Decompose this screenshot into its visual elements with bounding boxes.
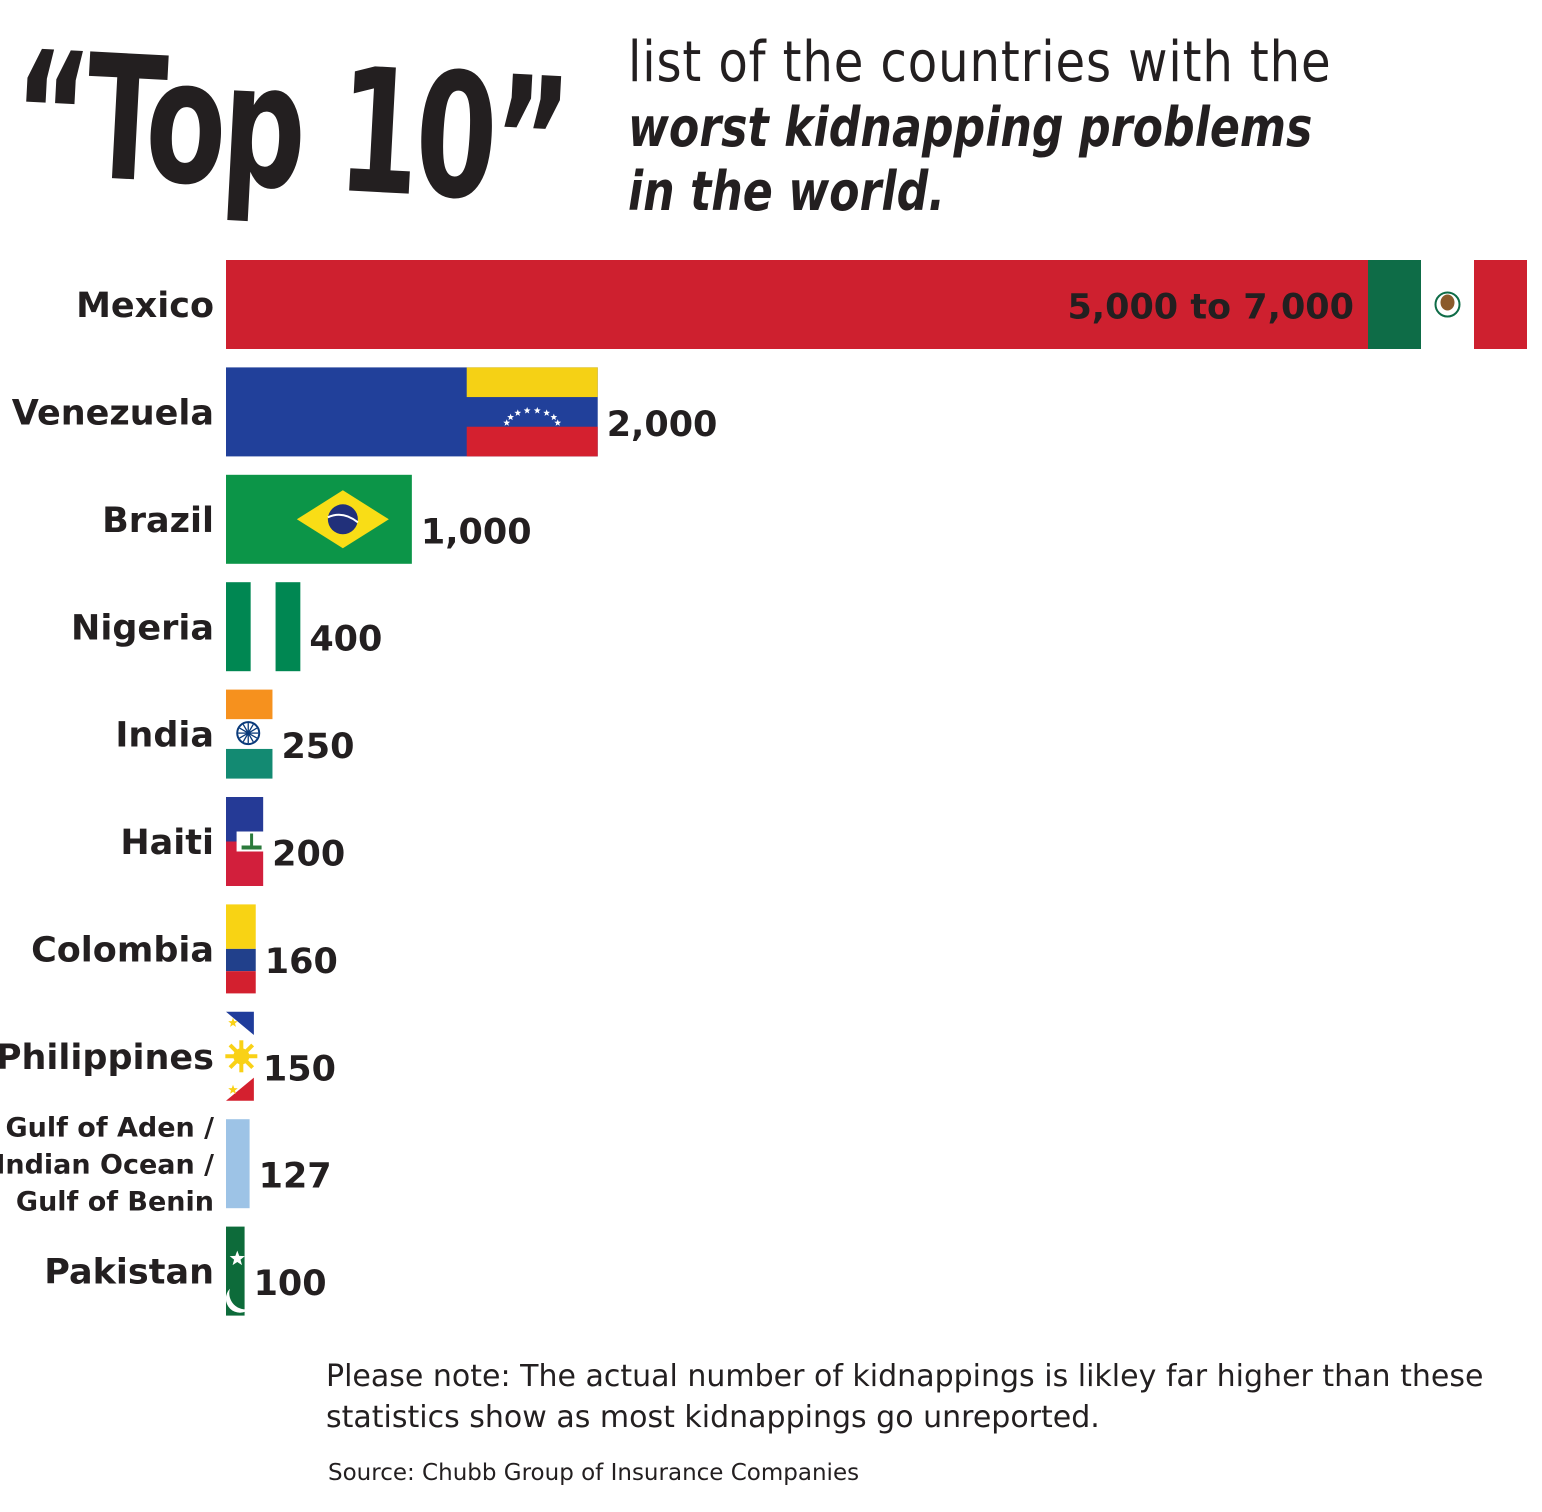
bar-philippines bbox=[225, 1011, 258, 1101]
category-label: Colombia bbox=[31, 931, 214, 971]
bar-chart: Mexico 5,000 to 7,000 Venezuela 2,000 Brazil… bbox=[0, 260, 1527, 1316]
value-label: 250 bbox=[281, 727, 354, 767]
flag-sun-icon bbox=[233, 1048, 250, 1065]
bar-gulf-of-aden-indian-ocean-gulf-of-benin bbox=[226, 1119, 250, 1209]
value-label: 2,000 bbox=[607, 405, 718, 445]
flag-star-icon bbox=[507, 413, 515, 421]
bar-haiti bbox=[226, 797, 267, 886]
category-label: Mexico bbox=[76, 286, 214, 326]
chakra-spoke bbox=[247, 732, 254, 743]
flag-stripe-red bbox=[226, 971, 256, 994]
flag-star-icon bbox=[533, 407, 541, 414]
flag-blue-field bbox=[226, 1011, 254, 1035]
coat-of-arms-palm-icon bbox=[250, 833, 254, 847]
chakra-spoke bbox=[239, 732, 249, 739]
value-label: 150 bbox=[263, 1049, 336, 1089]
category-label: Pakistan bbox=[44, 1253, 214, 1293]
value-label: 400 bbox=[309, 620, 382, 660]
bar-fill bbox=[226, 904, 256, 949]
flag-stripe-blue bbox=[226, 948, 256, 972]
flag-stripe-yellow bbox=[466, 367, 598, 398]
category-label: Philippines bbox=[0, 1038, 214, 1078]
flag-star-icon bbox=[503, 419, 511, 426]
flag-stripe-red bbox=[466, 426, 598, 457]
bar-fill bbox=[226, 1119, 250, 1209]
flag-star-icon bbox=[228, 1017, 238, 1027]
flag-globe-icon bbox=[327, 504, 358, 535]
flag-stripe-green bbox=[226, 748, 273, 779]
flag-stripe-green bbox=[275, 582, 301, 672]
coat-of-arms-wreath bbox=[1434, 291, 1461, 318]
value-label: 127 bbox=[259, 1157, 332, 1197]
chakra-spoke bbox=[247, 727, 258, 734]
flag-red-field bbox=[226, 1077, 254, 1101]
ashoka-chakra-icon bbox=[236, 721, 261, 746]
bar-mexico bbox=[226, 260, 1527, 349]
bar-colombia bbox=[226, 904, 256, 994]
bar-fill bbox=[226, 1226, 245, 1316]
bar-fill bbox=[226, 260, 1527, 349]
flag-star-icon bbox=[229, 1250, 245, 1266]
category-label: Brazil bbox=[102, 501, 214, 541]
bar-nigeria bbox=[226, 582, 301, 672]
subtitle-line-1: list of the countries with the bbox=[628, 30, 1332, 95]
bar-venezuela bbox=[226, 367, 598, 457]
flag-star-icon bbox=[550, 413, 558, 421]
coat-of-arms-eagle-icon bbox=[1440, 294, 1455, 311]
category-label: Haiti bbox=[120, 823, 214, 863]
value-label: 200 bbox=[272, 835, 345, 875]
value-label: 160 bbox=[265, 942, 338, 982]
bar-pakistan bbox=[225, 1226, 250, 1316]
category-label: India bbox=[115, 716, 214, 756]
chakra-spoke bbox=[247, 724, 254, 734]
flag-crescent-icon bbox=[225, 1288, 250, 1313]
flag-stripe-white bbox=[250, 582, 276, 672]
chakra-spoke bbox=[247, 732, 258, 739]
flag-star-icon bbox=[228, 1084, 238, 1094]
bar-fill bbox=[226, 689, 273, 720]
chart-subtitle: list of the countries with the worst kid… bbox=[628, 30, 1528, 224]
flag-star-icon bbox=[523, 407, 531, 414]
flag-stripe-green bbox=[1368, 260, 1421, 349]
subtitle-line-3: in the world. bbox=[628, 160, 946, 223]
flag-star-icon bbox=[543, 409, 551, 416]
category-label: Gulf of Aden / bbox=[6, 1112, 215, 1143]
value-label: 5,000 to 7,000 bbox=[1067, 288, 1354, 328]
flag-stripe-red bbox=[1474, 260, 1527, 349]
chakra-spoke bbox=[242, 732, 249, 743]
coat-of-arms-base bbox=[241, 845, 262, 850]
value-label: 100 bbox=[254, 1264, 327, 1304]
bar-fill bbox=[226, 582, 251, 672]
flag-star-icon bbox=[514, 409, 522, 416]
chakra-spoke bbox=[239, 727, 249, 734]
chakra-spoke bbox=[242, 724, 249, 734]
subtitle-line-2: worst kidnapping problems bbox=[628, 96, 1313, 159]
category-label: Indian Ocean / bbox=[0, 1149, 214, 1180]
value-label: 1,000 bbox=[421, 512, 532, 552]
footnote: Please note: The actual number of kidnap… bbox=[326, 1359, 1484, 1435]
bar-brazil bbox=[226, 474, 412, 564]
flag-banner bbox=[327, 513, 359, 524]
category-label: Venezuela bbox=[12, 394, 214, 434]
source-credit: Source: Chubb Group of Insurance Compani… bbox=[328, 1460, 860, 1486]
category-label: Gulf of Benin bbox=[16, 1186, 214, 1217]
category-label: Nigeria bbox=[71, 608, 214, 648]
flag-star-icon bbox=[554, 419, 562, 426]
bar-india bbox=[226, 689, 273, 779]
